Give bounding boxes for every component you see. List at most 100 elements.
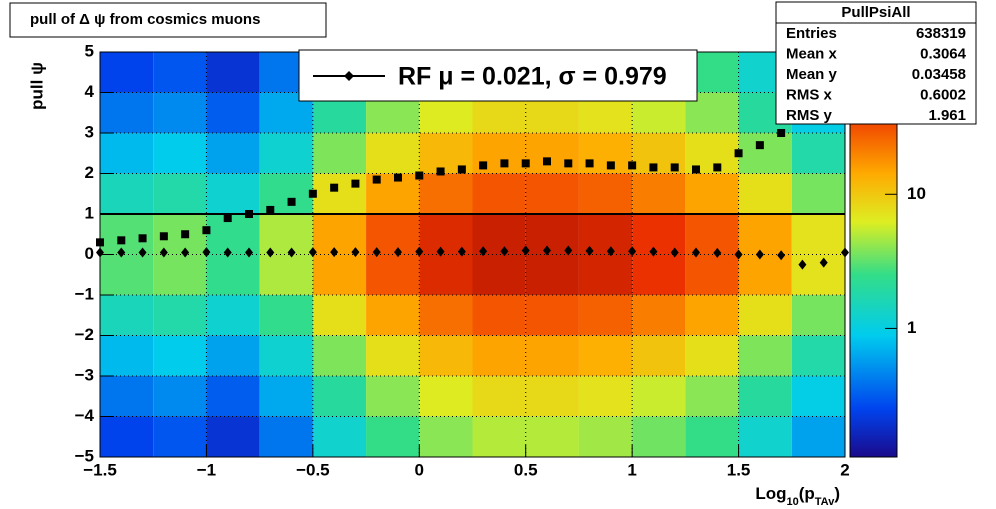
y-tick-label: −4 (75, 406, 95, 425)
heatmap-cell (153, 52, 207, 93)
heatmap-cell (525, 416, 579, 457)
square-marker (755, 141, 764, 150)
heatmap-cell (206, 52, 260, 93)
x-tick-label: −1 (197, 460, 216, 479)
heatmap-cell (153, 173, 207, 214)
diamond-marker (181, 247, 190, 258)
heatmap-cell (632, 254, 686, 295)
stats-value: 638319 (916, 25, 966, 42)
diamond-marker (202, 247, 211, 258)
heatmap-cell (419, 416, 473, 457)
heatmap-cell (525, 376, 579, 417)
heatmap-cell (419, 376, 473, 417)
heatmap-cell (153, 92, 207, 133)
square-marker (394, 173, 402, 182)
y-tick-label: −5 (75, 446, 94, 465)
heatmap-cell (632, 295, 686, 336)
heatmap-cell (525, 335, 579, 376)
diamond-marker (245, 247, 253, 258)
heatmap-cell (100, 214, 154, 255)
heatmap-cell (259, 416, 313, 457)
diamond-marker (777, 250, 786, 261)
title-box (9, 2, 327, 38)
y-tick-label: −2 (75, 325, 94, 344)
square-marker (415, 171, 424, 180)
heatmap-cell (738, 295, 792, 336)
heatmap-cell (100, 295, 154, 336)
heatmap-cell (685, 376, 739, 417)
y-tick-label: −3 (75, 365, 94, 384)
heatmap-cell (100, 173, 154, 214)
heatmap-cell (206, 254, 260, 295)
heatmap-cell (525, 214, 579, 255)
heatmap-cell (578, 335, 633, 376)
heatmap-cell (312, 335, 367, 376)
square-marker (266, 205, 275, 214)
heatmap-cell (206, 133, 260, 174)
stats-label: Mean y (786, 66, 838, 83)
heatmap-cell (791, 214, 845, 255)
diamond-marker (287, 247, 296, 258)
heatmap-cell (153, 254, 207, 295)
heatmap-cell (153, 376, 207, 417)
diamond-marker (521, 245, 530, 256)
heatmap-cell (791, 173, 845, 214)
heatmap-cell (472, 376, 526, 417)
heatmap-cell (685, 214, 739, 255)
y-tick-label: 2 (85, 163, 94, 182)
heatmap-cell (312, 376, 367, 417)
heatmap-cell (259, 214, 313, 255)
x-label-part: ) (834, 484, 840, 503)
diamond-marker (819, 257, 828, 268)
square-marker (330, 183, 339, 192)
diamond-marker (649, 246, 658, 257)
diamond-marker (266, 247, 275, 258)
heatmap-cell (366, 416, 420, 457)
heatmap-cell (738, 173, 792, 214)
heatmap-cell (791, 335, 845, 376)
square-marker (585, 159, 594, 168)
heatmap-cell (738, 214, 792, 255)
square-marker (287, 197, 296, 206)
z-tick-label: 10 (907, 184, 926, 203)
heatmap-cell (632, 376, 686, 417)
heatmap-cell (525, 173, 579, 214)
square-marker (223, 214, 232, 223)
heatmap-cell (685, 335, 739, 376)
heatmap-cell (419, 214, 473, 255)
diamond-marker (692, 247, 700, 258)
diamond-marker (351, 247, 360, 258)
heatmap-cell (472, 254, 526, 295)
heatmap-cell (312, 133, 367, 174)
heatmap-cell (100, 133, 154, 174)
heatmap-cell (525, 254, 579, 295)
heatmap-cell (578, 214, 633, 255)
square-marker (308, 189, 317, 198)
y-tick-label: 3 (85, 122, 94, 141)
heatmap-cell (791, 416, 845, 457)
x-tick-label: −1.5 (83, 460, 117, 479)
heatmap-cell (791, 376, 845, 417)
heatmap-cell (419, 335, 473, 376)
z-tick-label: 1 (907, 318, 916, 337)
heatmap-cell (738, 376, 792, 417)
heatmap-cell (312, 173, 367, 214)
y-tick-label: 4 (85, 82, 95, 101)
heatmap-cell (312, 214, 367, 255)
heatmap-cell (578, 376, 633, 417)
x-label-part: TAv (815, 496, 835, 508)
heatmap-cell (578, 295, 633, 336)
square-marker (692, 165, 700, 174)
stats-title: PullPsiAll (841, 4, 910, 21)
square-marker (436, 167, 445, 176)
x-label-part: (p (799, 484, 815, 503)
heatmap-cell (259, 295, 313, 336)
heatmap-cell (472, 416, 526, 457)
heatmap-cell (366, 295, 420, 336)
stats-box: PullPsiAll Entries 638319 Mean x 0.3064 Mean… (775, 1, 977, 125)
square-marker (628, 161, 637, 170)
diamond-marker (159, 247, 168, 258)
heatmap-cell (525, 133, 579, 174)
heatmap-cell (312, 295, 367, 336)
stats-value: 0.6002 (920, 86, 966, 103)
